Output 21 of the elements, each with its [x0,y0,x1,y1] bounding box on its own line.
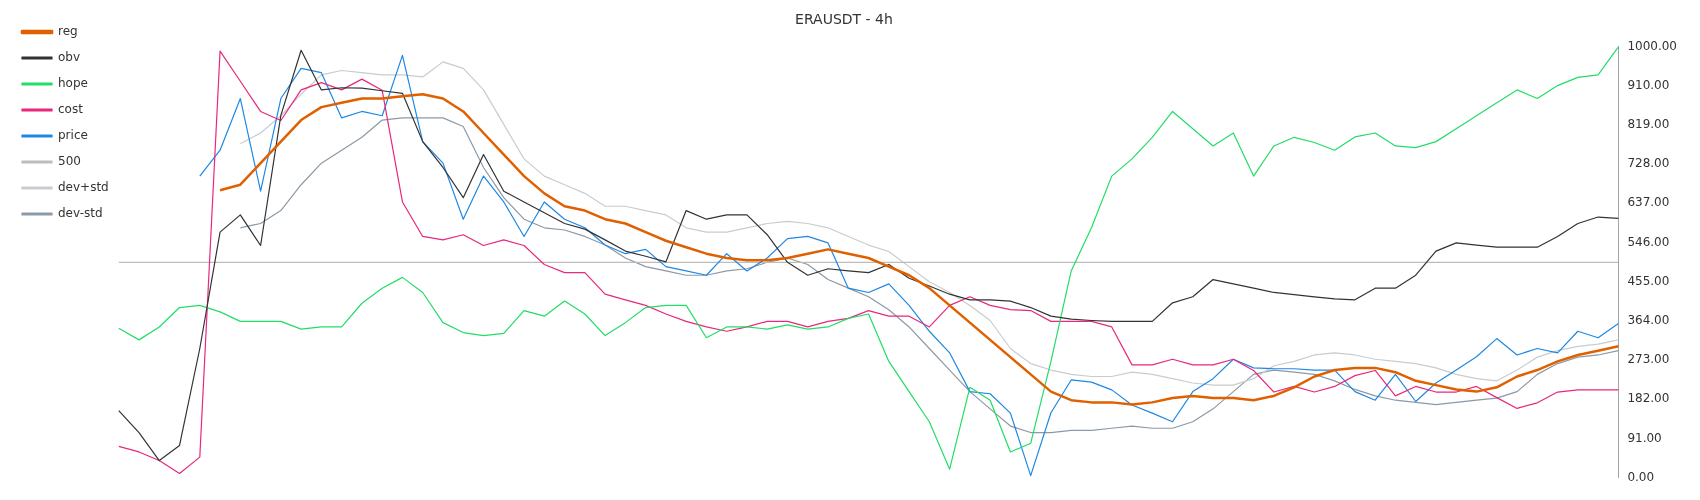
y-tick-label: 546.00 [1627,234,1670,249]
y-tick-label: 728.00 [1627,156,1670,171]
y-tick-label: 91.00 [1627,430,1662,445]
chart-title: ERAUSDT - 4h [795,11,893,28]
y-tick-label: 455.00 [1627,273,1670,288]
y-tick-label: 1000.00 [1627,38,1677,53]
legend-label: hope [58,76,88,91]
legend-label: price [58,128,88,143]
y-tick-label: 0.00 [1627,469,1655,484]
legend-label: cost [58,102,84,117]
legend-label: dev+std [58,180,109,195]
y-tick-label: 910.00 [1627,77,1670,92]
y-tick-label: 819.00 [1627,116,1670,131]
legend-label: obv [58,50,81,65]
y-tick-label: 364.00 [1627,313,1670,328]
legend-label: 500 [58,154,81,169]
legend-label: dev-std [58,206,103,221]
y-tick-label: 182.00 [1627,391,1670,406]
legend-label: reg [58,24,78,39]
y-tick-label: 637.00 [1627,195,1670,210]
y-tick-label: 273.00 [1627,352,1670,367]
